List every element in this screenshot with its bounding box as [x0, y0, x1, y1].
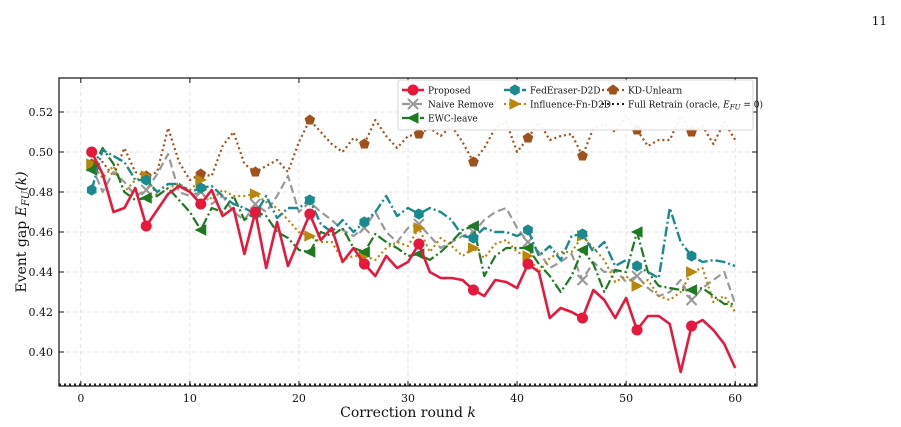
data-point-marker — [304, 208, 316, 220]
data-point-marker — [359, 216, 370, 228]
legend-label: KD-Unlearn — [628, 87, 682, 97]
y-tick-label: 0.48 — [29, 186, 54, 199]
series-layer — [85, 114, 737, 374]
data-point-marker — [249, 206, 261, 218]
legend-box — [397, 79, 754, 131]
data-point-marker — [140, 220, 152, 232]
data-point-marker — [468, 156, 479, 167]
legend: Proposed FedEraser-D2D KD-Unlearn Naive Rem… — [397, 79, 763, 131]
data-point-marker — [630, 226, 643, 238]
legend-item: EWC-leave — [402, 112, 478, 125]
legend-marker — [406, 112, 419, 124]
data-point-marker — [467, 220, 479, 232]
legend-label: Naive Remove — [428, 101, 494, 111]
data-point-marker — [467, 242, 480, 254]
legend-item: Proposed — [402, 84, 471, 97]
x-tick-label: 30 — [401, 392, 415, 405]
data-point-marker — [686, 320, 698, 332]
data-point-marker — [631, 270, 643, 282]
legend-label: Influence-Fn-D2D — [530, 101, 611, 111]
data-point-marker — [303, 246, 316, 258]
x-tick-label: 40 — [510, 392, 524, 405]
y-tick-label: 0.46 — [29, 226, 54, 239]
data-point-marker — [577, 228, 588, 240]
x-tick-label: 50 — [619, 392, 633, 405]
data-point-marker — [577, 150, 588, 161]
data-point-marker — [522, 258, 534, 270]
data-point-marker — [686, 266, 698, 278]
data-point-marker — [194, 224, 207, 236]
data-point-marker — [414, 208, 424, 220]
data-point-marker — [358, 246, 370, 258]
series-proposed — [86, 146, 737, 374]
data-point-marker — [358, 258, 370, 270]
data-point-marker — [86, 158, 98, 170]
data-point-marker — [523, 224, 533, 236]
y-tick-label: 0.52 — [29, 106, 54, 119]
data-point-marker — [413, 222, 426, 234]
data-point-marker — [521, 242, 534, 254]
axis-ticks: 0 10 20 30 40 50 60 0.40 0.42 0.44 0.46 0.48 0.50 0.5… — [29, 78, 757, 405]
legend-label: Full Retrain (oracle, EFU = 0) — [628, 100, 763, 112]
x-tick-label: 10 — [183, 392, 197, 405]
data-point-marker — [195, 198, 207, 210]
data-point-marker — [140, 192, 152, 204]
legend-item: KD-Unlearn — [602, 84, 682, 97]
data-point-marker — [577, 312, 588, 324]
legend-label: FedEraser-D2D — [530, 87, 601, 97]
data-point-marker — [522, 132, 534, 143]
data-point-marker — [413, 128, 425, 139]
y-tick-label: 0.42 — [29, 306, 54, 319]
data-point-marker — [631, 324, 643, 336]
y-tick-label: 0.40 — [29, 346, 54, 359]
data-point-marker — [685, 284, 698, 296]
legend-label: Proposed — [428, 87, 471, 97]
series-line — [90, 148, 736, 280]
legend-marker — [509, 98, 522, 110]
legend-marker — [510, 84, 520, 96]
legend-item: Naive Remove — [402, 98, 494, 111]
legend-marker — [607, 84, 619, 95]
data-point-marker — [685, 294, 698, 306]
series-federaser-d2d — [86, 148, 736, 280]
data-point-marker — [196, 182, 206, 194]
y-tick-label: 0.50 — [29, 146, 54, 159]
data-point-marker — [686, 250, 697, 262]
legend-item: Influence-Fn-D2D — [504, 98, 611, 111]
legend-marker — [407, 84, 419, 96]
data-point-marker — [413, 238, 425, 250]
data-point-marker — [467, 284, 479, 296]
page-number: 11 — [871, 14, 887, 28]
data-point-marker — [468, 232, 479, 244]
x-tick-label: 20 — [292, 392, 306, 405]
legend-item: Full Retrain (oracle, EFU = 0) — [602, 100, 763, 112]
data-point-marker — [632, 260, 642, 272]
legend-marker — [407, 98, 419, 110]
data-point-marker — [304, 230, 316, 242]
y-tick-label: 0.44 — [29, 266, 54, 279]
y-axis-label: Event gap EFU(k) — [14, 171, 32, 292]
data-point-marker — [249, 188, 262, 200]
data-point-marker — [576, 274, 589, 286]
data-point-marker — [141, 174, 152, 186]
x-axis-label: Correction round k — [340, 405, 476, 421]
series-line — [90, 163, 737, 313]
data-point-marker — [86, 184, 97, 196]
legend-label: EWC-leave — [428, 115, 478, 125]
data-point-marker — [576, 244, 588, 256]
data-point-marker — [631, 280, 644, 292]
data-point-marker — [250, 166, 261, 177]
x-tick-label: 0 — [77, 392, 84, 405]
legend-item: FedEraser-D2D — [504, 84, 601, 97]
data-point-marker — [359, 138, 370, 149]
x-tick-label: 60 — [728, 392, 742, 405]
data-point-marker — [304, 114, 316, 125]
data-point-marker — [305, 194, 315, 206]
data-point-marker — [86, 146, 98, 158]
